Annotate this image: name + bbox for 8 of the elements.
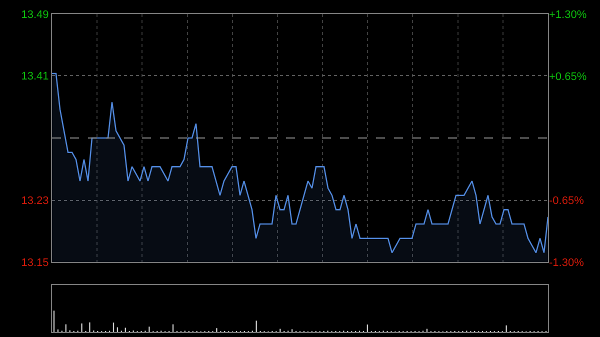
y2-tick-label: -1.30% [549,256,584,269]
y-tick-label: 13.41 [21,70,49,82]
y-tick-label: 13.49 [21,8,49,21]
y2-tick-label: +0.65% [549,70,587,83]
y2-tick-label: -0.65% [549,194,584,207]
y-tick-label: 13.23 [21,195,49,208]
y-tick-label: 13.15 [21,256,49,269]
y2-tick-label: +1.30% [549,8,587,21]
